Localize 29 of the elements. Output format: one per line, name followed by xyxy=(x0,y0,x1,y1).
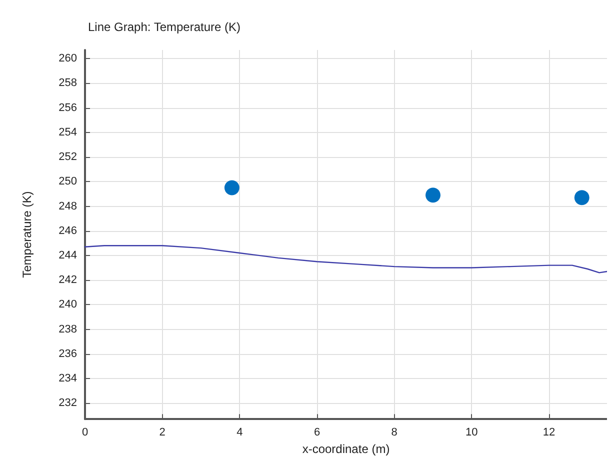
x-tick-label: 4 xyxy=(236,426,243,439)
point xyxy=(224,180,240,196)
y-tick-label: 260 xyxy=(58,52,77,65)
y-tick-label: 258 xyxy=(58,77,77,90)
y-tick-label: 254 xyxy=(58,126,77,138)
x-tick-label: 2 xyxy=(159,426,166,439)
y-tick-label: 248 xyxy=(58,200,77,212)
line-series xyxy=(84,245,607,274)
y-tick-label: 244 xyxy=(58,249,77,262)
x-tick-label: 10 xyxy=(466,426,478,439)
y-tick-label: 236 xyxy=(58,348,77,360)
y-tick-label: 250 xyxy=(58,176,77,188)
x-tick-label: 8 xyxy=(391,426,398,439)
x-tick-label: 0 xyxy=(82,426,88,439)
point xyxy=(426,188,440,203)
y-tick-label: 232 xyxy=(58,397,77,410)
y-tick-label: 252 xyxy=(58,151,77,164)
y-tick-label: 246 xyxy=(58,224,77,237)
y-tick-label: 238 xyxy=(58,323,77,336)
point xyxy=(574,190,590,206)
y-tick-label: 256 xyxy=(58,102,77,114)
y-tick-label: 234 xyxy=(58,372,77,384)
y-tick-label: 242 xyxy=(58,274,77,286)
y-tick-label: 240 xyxy=(58,298,77,311)
x-tick-label: 6 xyxy=(314,426,320,439)
y-axis-title: Temperature (K) xyxy=(20,191,34,278)
x-axis-title: x-coordinate (m) xyxy=(302,442,390,456)
x-tick-label: 12 xyxy=(542,426,556,439)
chart-title: Line Graph: Temperature (K) xyxy=(88,20,241,34)
